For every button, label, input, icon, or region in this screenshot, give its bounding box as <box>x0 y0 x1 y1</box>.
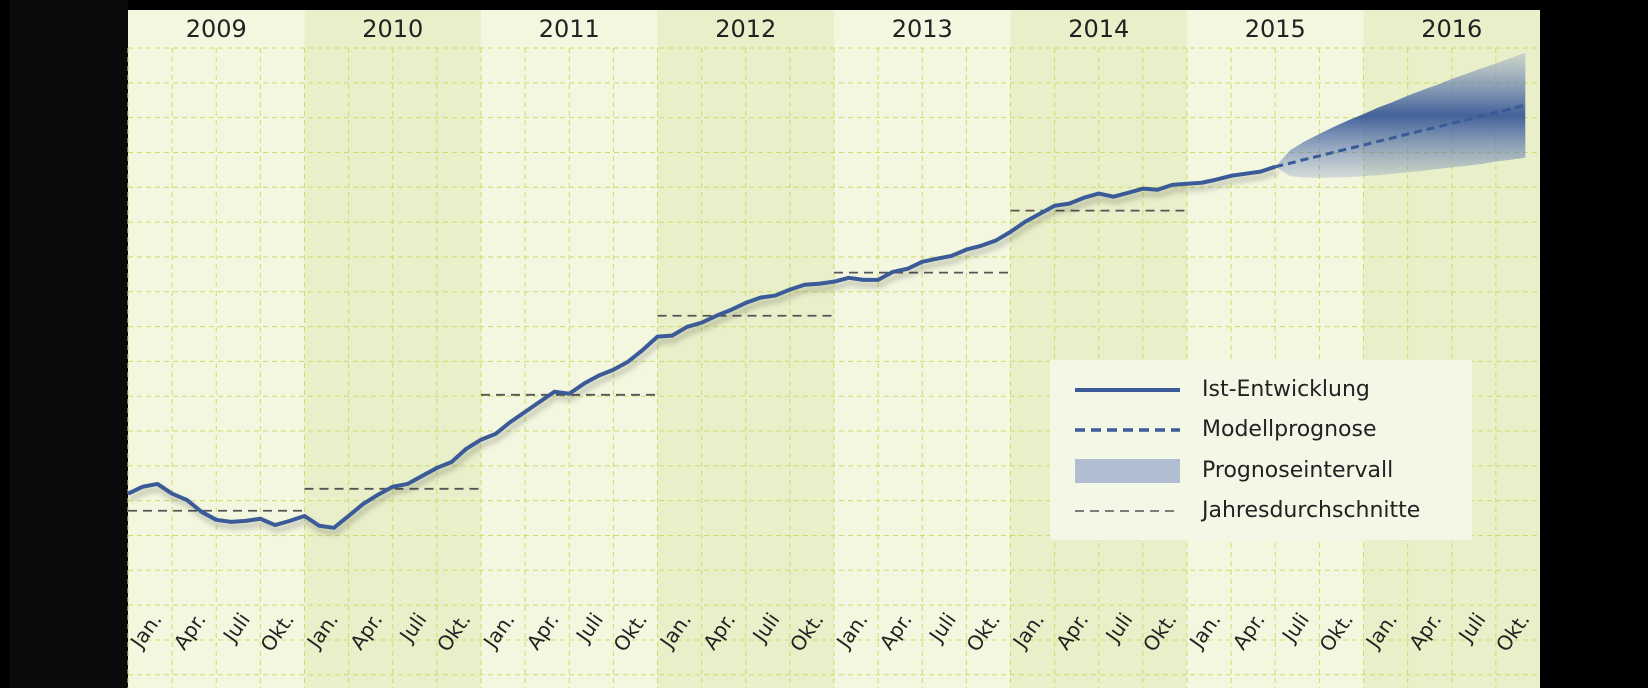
year-label: 2013 <box>892 15 953 43</box>
forecast-line <box>1274 103 1526 169</box>
year-label: 2010 <box>362 15 423 43</box>
year-label: 2014 <box>1068 15 1129 43</box>
legend-label: Modellprognose <box>1202 417 1377 442</box>
legend-swatch <box>1075 459 1180 483</box>
legend-label: Prognoseintervall <box>1202 458 1393 483</box>
year-label: 2016 <box>1421 15 1482 43</box>
legend-label: Ist-Entwicklung <box>1202 377 1370 402</box>
legend: Ist-Entwicklung Modellprognose Prognosei… <box>1050 360 1472 540</box>
year-label: 2009 <box>186 15 247 43</box>
year-label: 2012 <box>715 15 776 43</box>
forecast-interval <box>1275 52 1526 178</box>
legend-label: Jahresdurchschnitte <box>1200 498 1420 523</box>
frame <box>10 0 128 688</box>
year-label: 2011 <box>539 15 600 43</box>
actual-line <box>127 164 1276 530</box>
year-label: 2015 <box>1245 15 1306 43</box>
